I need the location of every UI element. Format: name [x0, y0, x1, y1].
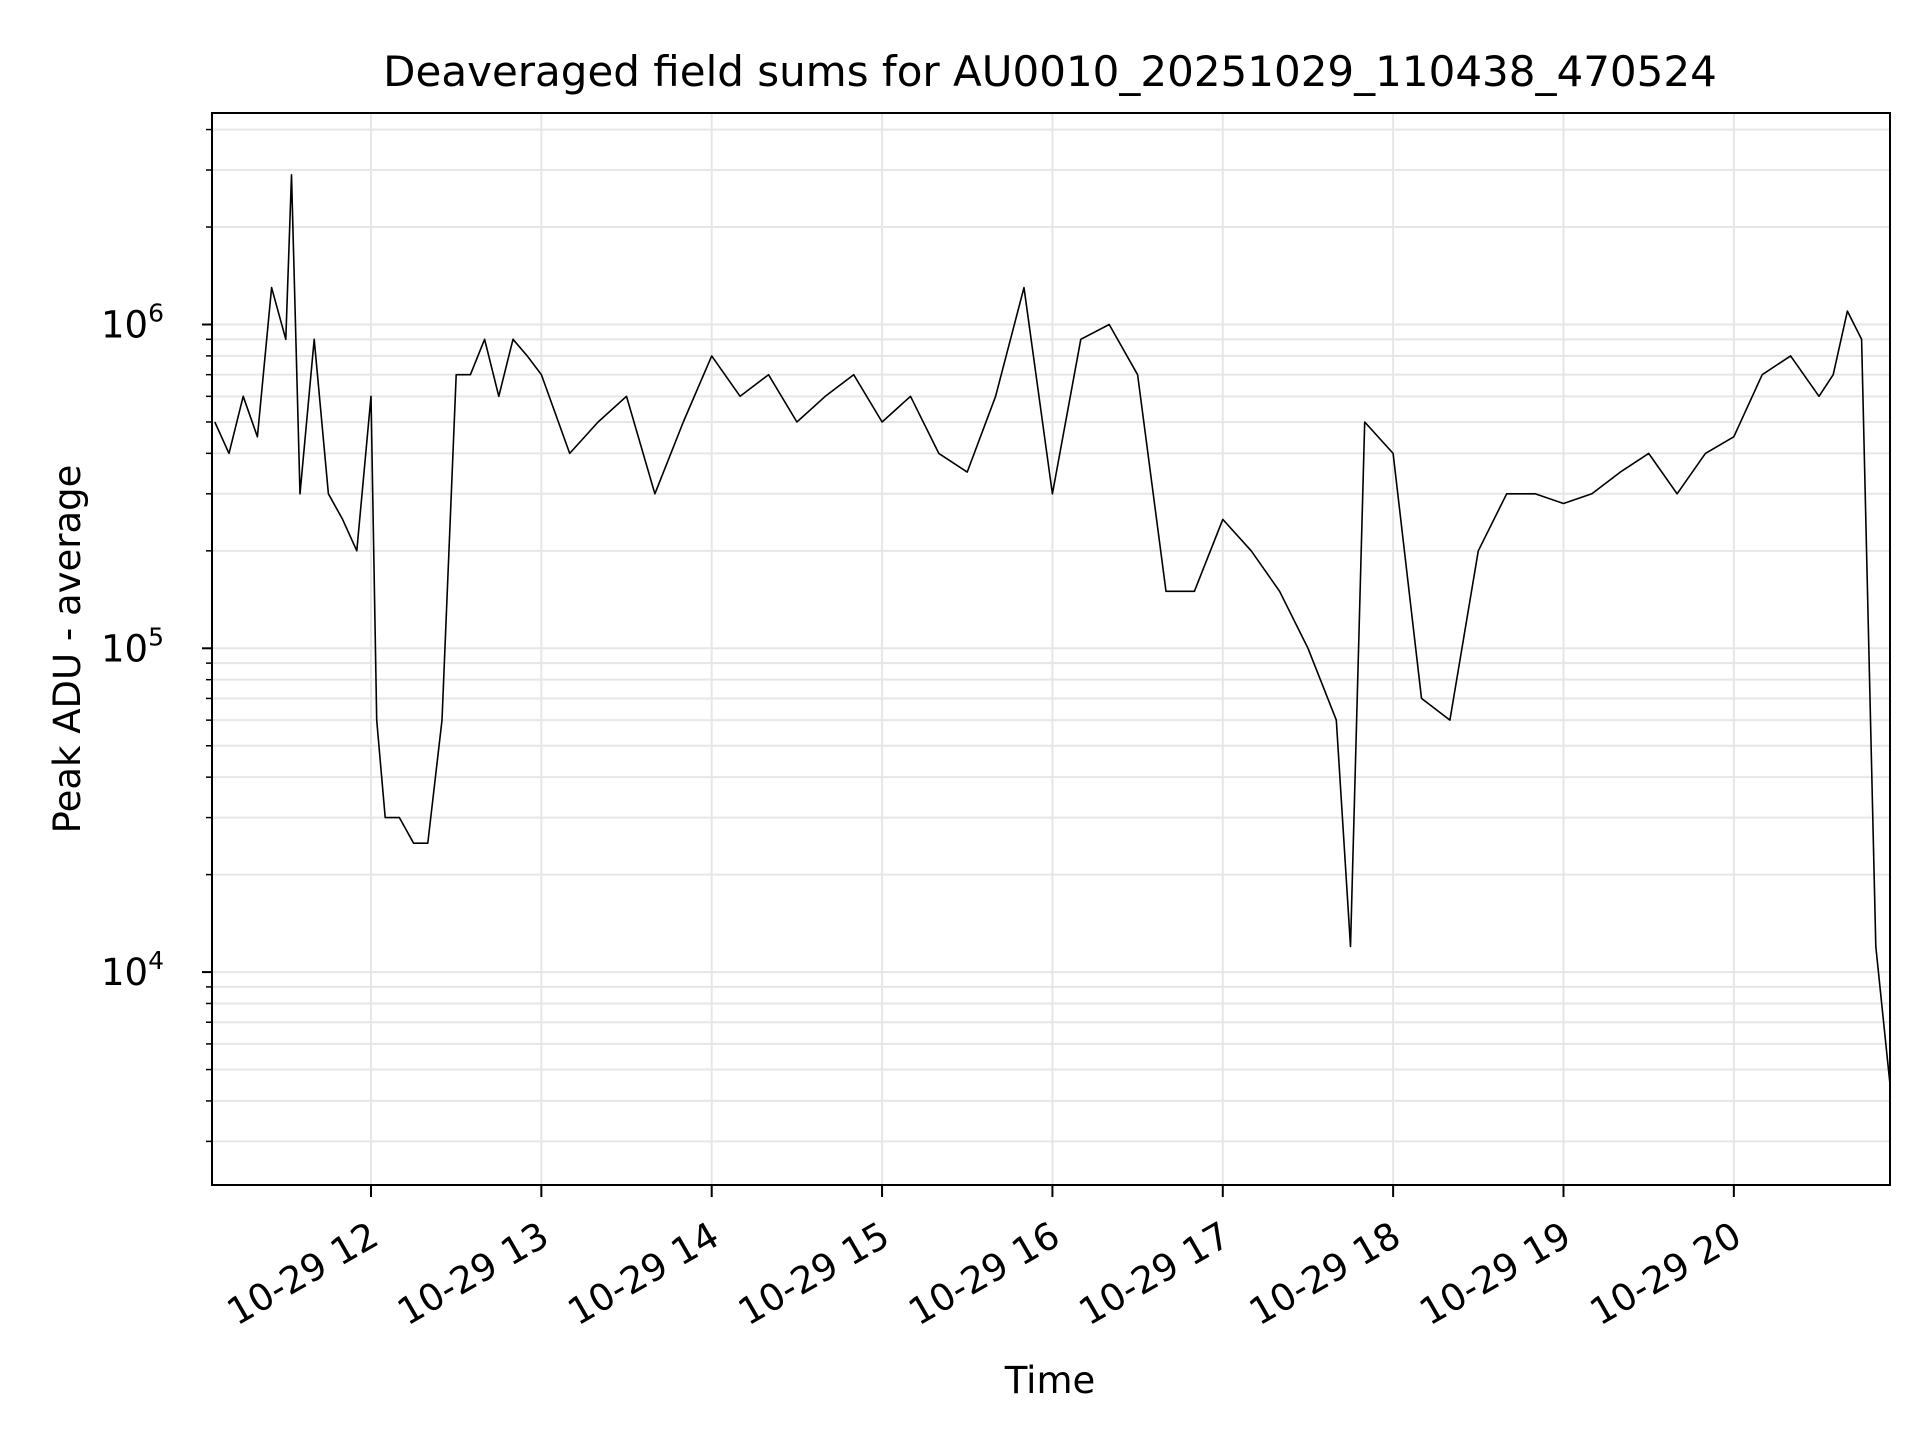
y-axis-label: Peak ADU - average [46, 465, 89, 834]
grid [212, 113, 1890, 1185]
y-tick-label: 105 [101, 622, 164, 670]
y-tick-label: 104 [101, 946, 164, 994]
series-line [214, 174, 1890, 1085]
chart-title: Deaveraged field sums for AU0010_2025102… [383, 47, 1717, 96]
y-tick-label: 106 [101, 299, 164, 347]
plot-lines [214, 174, 1890, 1085]
x-axis-label: Time [1004, 1359, 1096, 1402]
